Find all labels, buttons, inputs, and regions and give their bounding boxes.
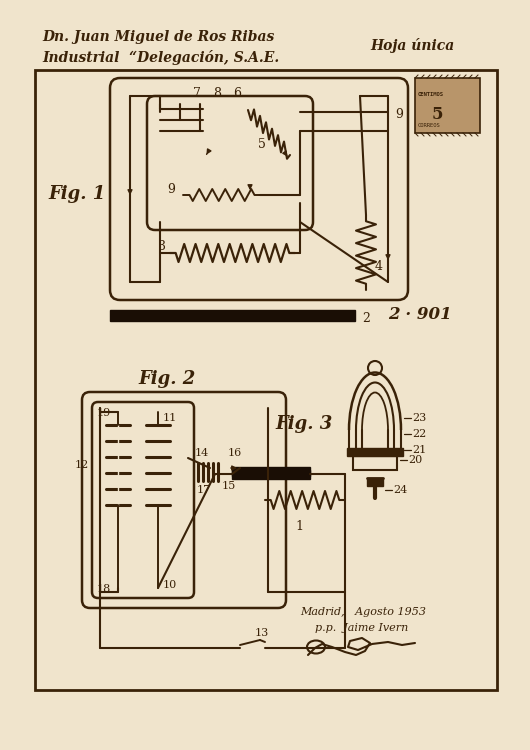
Text: CENTIMOS: CENTIMOS (418, 92, 444, 97)
Text: Fig. 3: Fig. 3 (275, 415, 332, 433)
Text: 18: 18 (97, 584, 111, 594)
Text: 2: 2 (362, 312, 370, 325)
Text: 16: 16 (228, 448, 242, 458)
Text: Hoja única: Hoja única (370, 38, 454, 53)
Bar (232, 467, 310, 476)
Text: 5: 5 (431, 106, 443, 123)
Text: CORREOS: CORREOS (418, 123, 441, 128)
Text: 7: 7 (193, 87, 201, 100)
Text: Dn. Juan Miguel de Ros Ribas: Dn. Juan Miguel de Ros Ribas (42, 30, 274, 44)
Text: 3: 3 (158, 240, 166, 253)
Text: Industrial  “Delegación, S.A.E.: Industrial “Delegación, S.A.E. (42, 50, 279, 65)
Text: 24: 24 (393, 485, 407, 495)
Text: 9: 9 (167, 183, 175, 196)
Bar (110, 310, 355, 321)
Text: Madrid,   Agosto 1953: Madrid, Agosto 1953 (300, 607, 426, 617)
Text: 14: 14 (195, 448, 209, 458)
Text: 5: 5 (258, 138, 266, 151)
Text: 13: 13 (255, 628, 269, 638)
Bar (35, 70, 497, 690)
Text: 10: 10 (163, 580, 177, 590)
Text: 15: 15 (222, 481, 236, 491)
Text: 22: 22 (412, 429, 426, 439)
Text: 11: 11 (163, 413, 177, 423)
Text: 23: 23 (412, 413, 426, 423)
Bar (353, 456, 397, 470)
Text: 21: 21 (412, 445, 426, 455)
Text: Fig. 2: Fig. 2 (138, 370, 195, 388)
Text: 4: 4 (375, 260, 383, 273)
Bar (415, 78, 480, 133)
Bar (367, 478, 383, 486)
Text: 12: 12 (75, 460, 89, 470)
Text: 6: 6 (233, 87, 241, 100)
Text: 1: 1 (295, 520, 303, 533)
Text: 2 · 901: 2 · 901 (388, 306, 452, 323)
Bar (347, 448, 403, 456)
Text: 19: 19 (97, 408, 111, 418)
Text: 8: 8 (213, 87, 221, 100)
Text: p.p.  Jaime Ivern: p.p. Jaime Ivern (315, 623, 408, 633)
Text: 9: 9 (395, 108, 403, 121)
Text: 17: 17 (197, 485, 211, 495)
Bar (232, 470, 310, 479)
Text: 20: 20 (408, 455, 422, 465)
Text: Fig. 1: Fig. 1 (48, 185, 105, 203)
